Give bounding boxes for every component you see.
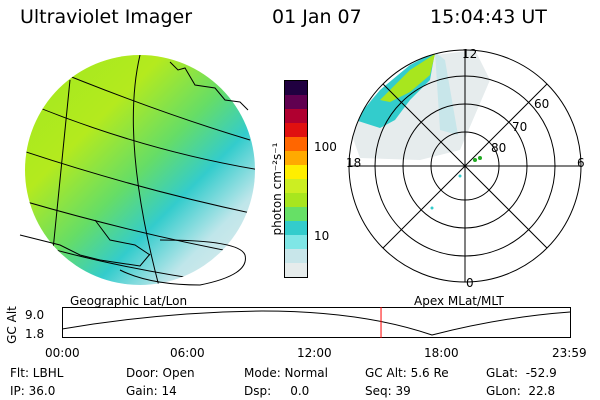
- mlt-label-12: 12: [462, 47, 478, 61]
- colorbar-segment: [285, 263, 307, 277]
- polar-dots: [430, 156, 482, 210]
- colorbar: [284, 80, 308, 278]
- instrument-title: Ultraviolet Imager: [20, 6, 193, 28]
- status-glat: GLat: -52.9: [486, 366, 557, 380]
- colorbar-segment: [285, 179, 307, 193]
- polar-grid: [348, 49, 582, 283]
- right-panel-caption: Apex MLat/MLT: [414, 294, 504, 308]
- altitude-ylabel: GC Alt: [5, 306, 19, 344]
- continent-outlines: [19, 61, 249, 286]
- status-gc-alt: GC Alt: 5.6 Re: [365, 366, 449, 380]
- earth-disk: [25, 55, 255, 285]
- mlt-label-6: 6: [577, 156, 585, 170]
- time-tick-1800: 18:00: [424, 346, 459, 360]
- status-dsp: Dsp: 0.0: [244, 384, 310, 398]
- status-seq: Seq: 39: [365, 384, 411, 398]
- colorbar-tick-10: 10: [314, 229, 330, 243]
- status-glon: GLon: 22.8: [486, 384, 556, 398]
- altitude-plot: [62, 307, 571, 338]
- time-tick-1200: 12:00: [297, 346, 332, 360]
- colorbar-segment: [285, 165, 307, 179]
- colorbar-segment: [285, 123, 307, 137]
- altitude-ytick-1.8: 1.8: [25, 327, 45, 341]
- time-label: 15:04:43 UT: [430, 6, 547, 28]
- time-tick-0600: 06:00: [170, 346, 205, 360]
- altitude-plot-frame: [62, 307, 571, 338]
- colorbar-segment: [285, 95, 307, 109]
- colorbar-segment: [285, 137, 307, 151]
- colorbar-segment: [285, 221, 307, 235]
- polar-emission: [350, 50, 490, 160]
- status-ip: IP: 36.0: [10, 384, 56, 398]
- status-gain: Gain: 14: [126, 384, 177, 398]
- date-label: 01 Jan 07: [272, 6, 362, 28]
- colorbar-segment: [285, 235, 307, 249]
- status-flt: Flt: LBHL: [10, 366, 64, 380]
- mlat-label-60: 60: [534, 97, 550, 111]
- geographic-image: [19, 55, 255, 286]
- colorbar-segment: [285, 249, 307, 263]
- colorbar-segment: [285, 193, 307, 207]
- colorbar-segment: [285, 207, 307, 221]
- colorbar-segment: [285, 151, 307, 165]
- altitude-curve: [62, 310, 571, 336]
- time-tick-2359: 23:59: [552, 346, 587, 360]
- status-door: Door: Open: [126, 366, 195, 380]
- colorbar-segment: [285, 109, 307, 123]
- mlt-label-0: 0: [466, 276, 474, 290]
- colorbar-segment: [285, 81, 307, 95]
- colorbar-unit-label: photon cm⁻²s⁻¹: [270, 142, 284, 236]
- mlat-label-80: 80: [491, 141, 507, 155]
- polar-plot: [348, 49, 582, 283]
- left-panel-caption: Geographic Lat/Lon: [70, 294, 188, 308]
- colorbar-tick-100: 100: [314, 140, 337, 154]
- altitude-ytick-9: 9.0: [25, 308, 45, 322]
- mlat-label-70: 70: [512, 120, 528, 134]
- time-tick-0000: 00:00: [45, 346, 80, 360]
- mlt-label-18: 18: [346, 156, 362, 170]
- status-mode: Mode: Normal: [244, 366, 328, 380]
